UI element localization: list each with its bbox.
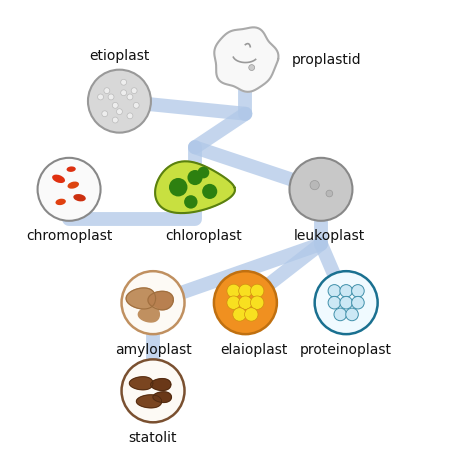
Circle shape — [346, 308, 358, 321]
Text: proplastid: proplastid — [292, 53, 361, 67]
Circle shape — [112, 118, 118, 124]
Polygon shape — [129, 377, 153, 390]
Text: leukoplast: leukoplast — [294, 229, 365, 243]
Circle shape — [239, 285, 252, 298]
Ellipse shape — [55, 199, 66, 206]
Circle shape — [169, 179, 187, 197]
Circle shape — [112, 103, 118, 109]
Circle shape — [315, 272, 378, 334]
Circle shape — [214, 272, 277, 334]
Text: amyloplast: amyloplast — [115, 342, 191, 356]
Circle shape — [37, 158, 100, 221]
Text: proteinoplast: proteinoplast — [300, 342, 392, 356]
Circle shape — [127, 114, 133, 120]
Polygon shape — [138, 307, 159, 322]
Circle shape — [328, 285, 341, 298]
Circle shape — [239, 296, 252, 310]
Circle shape — [102, 111, 108, 117]
Polygon shape — [155, 162, 235, 214]
Circle shape — [88, 70, 151, 133]
Circle shape — [326, 191, 333, 198]
Text: statolit: statolit — [129, 430, 177, 444]
Polygon shape — [126, 288, 155, 309]
Circle shape — [198, 167, 210, 179]
Circle shape — [127, 95, 133, 101]
Circle shape — [108, 95, 114, 101]
Text: chromoplast: chromoplast — [26, 229, 112, 243]
Circle shape — [340, 285, 353, 298]
Circle shape — [249, 65, 255, 71]
Circle shape — [121, 359, 184, 423]
Circle shape — [133, 103, 139, 109]
Circle shape — [340, 297, 353, 309]
Ellipse shape — [67, 182, 79, 189]
Ellipse shape — [52, 175, 65, 184]
Circle shape — [184, 196, 198, 209]
Ellipse shape — [73, 194, 86, 202]
Circle shape — [104, 88, 110, 94]
Circle shape — [227, 296, 240, 310]
Circle shape — [121, 80, 127, 86]
Circle shape — [352, 297, 364, 309]
Circle shape — [334, 308, 346, 321]
Ellipse shape — [66, 167, 76, 173]
Circle shape — [187, 170, 202, 186]
Text: elaioplast: elaioplast — [220, 342, 287, 356]
Circle shape — [98, 95, 103, 101]
Polygon shape — [137, 395, 162, 408]
Circle shape — [328, 297, 341, 309]
Text: chloroplast: chloroplast — [165, 229, 242, 243]
Circle shape — [245, 308, 258, 322]
Circle shape — [310, 181, 319, 190]
Polygon shape — [151, 379, 171, 391]
Circle shape — [121, 272, 184, 334]
Circle shape — [117, 110, 122, 115]
Circle shape — [250, 285, 264, 298]
Circle shape — [202, 184, 217, 199]
Text: etioplast: etioplast — [89, 49, 150, 63]
Circle shape — [131, 88, 137, 94]
Circle shape — [233, 308, 246, 322]
Polygon shape — [153, 392, 172, 403]
Circle shape — [290, 158, 353, 221]
Circle shape — [352, 285, 364, 298]
Circle shape — [227, 285, 240, 298]
Polygon shape — [214, 28, 278, 92]
Circle shape — [250, 296, 264, 310]
Polygon shape — [148, 292, 173, 310]
Circle shape — [121, 91, 127, 97]
